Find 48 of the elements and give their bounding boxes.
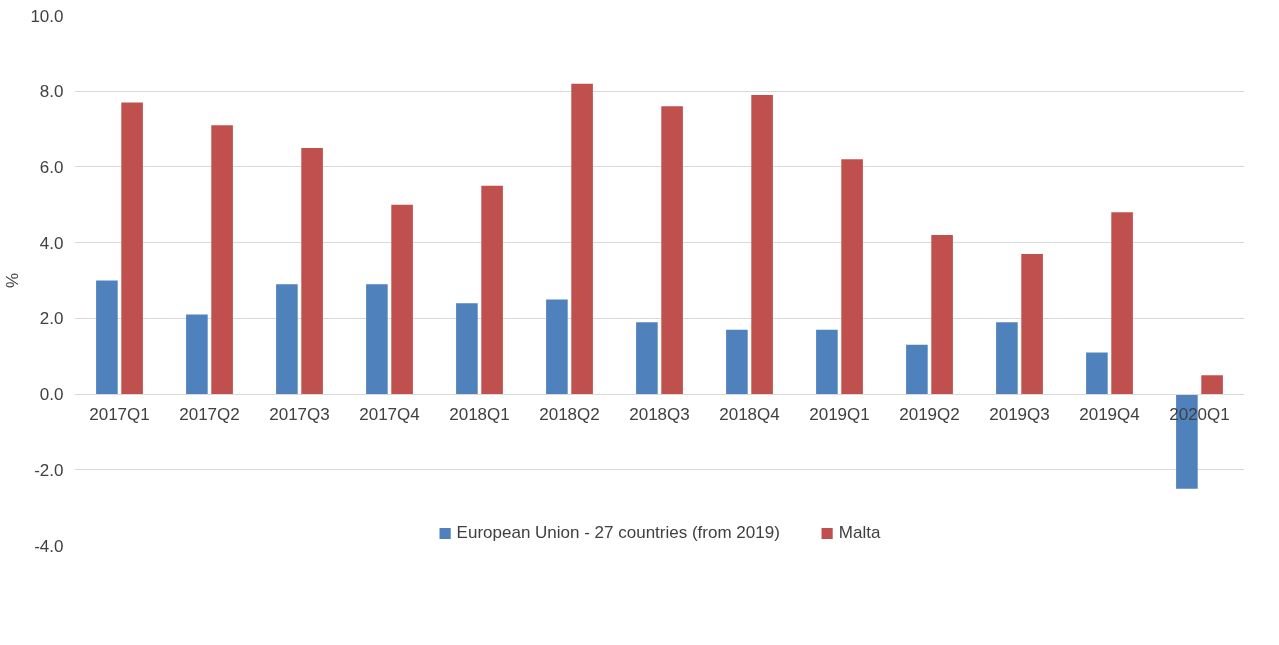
- y-axis-title: %: [3, 272, 23, 289]
- bar: [841, 159, 863, 395]
- bar: [276, 284, 298, 395]
- x-tick-label: 2019Q3: [989, 405, 1050, 425]
- x-tick-label: 2017Q1: [89, 405, 150, 425]
- y-tick-label: 10.0: [30, 6, 64, 26]
- y-tick-label: 0.0: [39, 385, 64, 405]
- bar: [636, 322, 658, 395]
- bar: [96, 280, 118, 395]
- x-tick-label: 2018Q2: [539, 405, 600, 425]
- legend-label: Malta: [838, 523, 881, 543]
- x-tick-label: 2017Q4: [359, 405, 420, 425]
- bar: [1086, 352, 1108, 395]
- x-tick-label: 2019Q2: [899, 405, 960, 425]
- bar: [931, 235, 953, 395]
- bar: [816, 329, 838, 395]
- bar: [661, 106, 683, 395]
- bar: [751, 95, 773, 395]
- y-tick-label: -4.0: [34, 536, 64, 556]
- x-tick-label: 2017Q3: [269, 405, 330, 425]
- y-tick-label: 8.0: [39, 82, 64, 102]
- x-tick-label: 2018Q4: [719, 405, 780, 425]
- bar: [571, 83, 593, 395]
- bar: [121, 102, 143, 395]
- bar: [186, 314, 208, 395]
- x-tick-label: 2019Q4: [1079, 405, 1140, 425]
- bar: [1021, 254, 1043, 395]
- bar: [726, 329, 748, 395]
- bar: [546, 299, 568, 395]
- y-tick-label: 2.0: [39, 309, 64, 329]
- bar: [996, 322, 1018, 395]
- x-tick-label: 2018Q1: [449, 405, 510, 425]
- x-tick-label: 2018Q3: [629, 405, 690, 425]
- y-tick-label: 6.0: [39, 157, 64, 177]
- y-tick-label: 4.0: [39, 233, 64, 253]
- bar: [481, 185, 503, 395]
- x-tick-label: 2019Q1: [809, 405, 870, 425]
- bar: [456, 303, 478, 395]
- bar: [1111, 212, 1133, 395]
- bar: [366, 284, 388, 395]
- bar: [391, 204, 413, 395]
- x-tick-label: 2017Q2: [179, 405, 240, 425]
- bar: [906, 344, 928, 395]
- bar: [211, 125, 233, 395]
- y-tick-label: -2.0: [34, 460, 64, 480]
- bar: [301, 148, 323, 395]
- legend-label: European Union - 27 countries (from 2019): [456, 523, 780, 543]
- bar: [1201, 375, 1223, 395]
